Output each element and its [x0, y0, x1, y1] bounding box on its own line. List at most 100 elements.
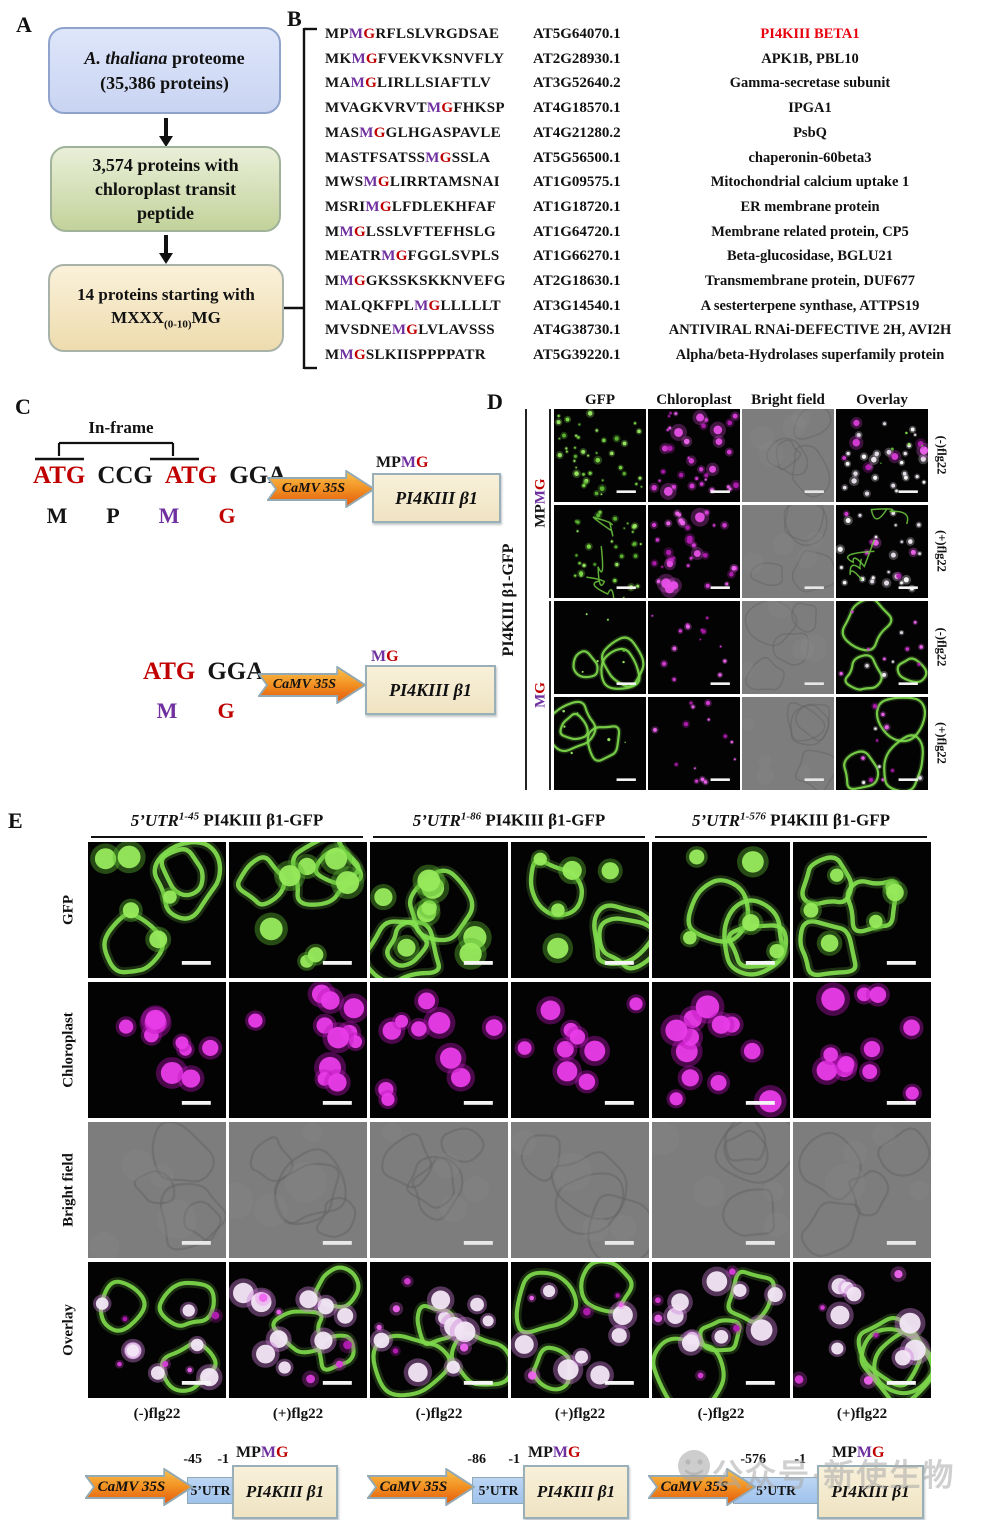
- gene-box-pi4kiii: PI4KIII β1: [372, 473, 501, 523]
- micrograph-e-r1-c4-gfp_net_blobs: [511, 842, 649, 978]
- codon: ATG: [164, 462, 218, 489]
- utr-box: 5’UTR: [187, 1477, 234, 1504]
- gene-id: AT1G64720.1: [533, 223, 621, 240]
- protein-name: A sesterterpene synthase, ATTPS19: [700, 297, 920, 314]
- protein-list: MPMGRFLSLVRGDSAE AT5G64070.1 PI4KIII BETA1…: [325, 0, 980, 400]
- row-label-brightfield: Bright field: [60, 1153, 77, 1227]
- micrograph-d-r3-c3-bright: [742, 601, 834, 694]
- protein-sequence: MMGSLKIISPPPPATR: [325, 347, 486, 364]
- construct-side-label: PI4KIII β1-GFP: [500, 543, 517, 657]
- micrograph-d-r4-c1-gfp_net: [554, 697, 646, 790]
- inframe-label: In-frame: [88, 418, 154, 437]
- group-bracket-mpmg: [549, 409, 551, 598]
- protein-name: chaperonin-60beta3: [748, 149, 872, 166]
- protein-name: Mitochondrial calcium uptake 1: [710, 174, 910, 191]
- seq-part: M: [371, 648, 387, 665]
- col-header-chloroplast: Chloroplast: [656, 392, 732, 408]
- promoter-arrow-shape: [267, 470, 375, 508]
- camv35s-arrow: CaMV 35S: [258, 666, 366, 704]
- promoter-label: CaMV 35S: [97, 1478, 166, 1495]
- micrograph-d-r4-c2-chl_sparse: [648, 697, 740, 790]
- protein-row: MASMGGLHGASPAVLE AT4G21280.2 PsbQ: [325, 125, 980, 147]
- protein-sequence: MEATRMGFGGLSVPLS: [325, 248, 500, 265]
- seq-part: M: [400, 454, 416, 471]
- panel-c-label: C: [15, 394, 31, 419]
- protein-row: MEATRMGFGGLSVPLS AT1G66270.1 Beta-glucosid…: [325, 248, 980, 270]
- mpmg-tag: MPMG: [236, 1444, 288, 1462]
- protein-sequence: MMGLSSLVFTEFHSLG: [325, 223, 496, 240]
- group-label-mg: MG: [533, 682, 550, 708]
- protein-sequence: MWSMGLIRRTAMSNAI: [325, 174, 500, 191]
- gene-id: AT5G64070.1: [533, 26, 621, 42]
- gene-id: AT1G18720.1: [533, 198, 621, 215]
- flg22-row-label: (-)flg22: [934, 627, 949, 667]
- flg22-col-label: (-)flg22: [415, 1406, 463, 1422]
- protein-row: MMGLSSLVFTEFHSLG AT1G64720.1 Membrane rela…: [325, 224, 980, 246]
- seq-part: MP: [376, 454, 401, 471]
- protein-name: IPGA1: [788, 100, 832, 117]
- seq-part: G: [532, 682, 549, 694]
- micrograph-e-r4-c6-ovl_blobs: [793, 1262, 931, 1398]
- protein-row: MASTFSATSSMGSSLA AT5G56500.1 chaperonin-60…: [325, 150, 980, 172]
- protein-name: APK1B, PBL10: [761, 50, 859, 67]
- micrograph-d-r1-c3-bright: [742, 409, 834, 502]
- protein-row: MAMGLIRLLSIAFTLV AT3G52640.2 Gamma-secreta…: [325, 75, 980, 97]
- codon: ATG: [33, 462, 86, 489]
- row-label-gfp: GFP: [60, 895, 77, 925]
- micrograph-e-r1-c2-gfp_net_blobs: [229, 842, 367, 978]
- seq-part: G: [415, 454, 429, 471]
- gene-id: AT1G66270.1: [533, 248, 621, 265]
- protein-sequence: MASMGGLHGASPAVLE: [325, 124, 501, 141]
- side-bracket: [525, 409, 527, 790]
- micrograph-d-r2-c1-gfp_dots_net: [554, 505, 646, 598]
- utr-start-coord: -86: [467, 1452, 486, 1467]
- utr-end-coord: -1: [217, 1452, 229, 1467]
- amino-acid: M: [156, 698, 178, 723]
- amino-acid: G: [218, 503, 236, 528]
- seq-part: G: [567, 1444, 581, 1461]
- protein-row: MMGGKSSKSKKNVEFG AT2G18630.1 Transmembrane…: [325, 273, 980, 295]
- codons-construct1: ATG CCG ATG GGA: [33, 462, 298, 490]
- panel-e-label: E: [8, 808, 23, 833]
- group-label-mpmg: MPMG: [533, 478, 550, 527]
- seq-part: M: [532, 693, 549, 708]
- construct-header-utr45: 5’UTR1-45 PI4KIII β1-GFP: [130, 810, 324, 830]
- seq-part: M: [856, 1444, 872, 1461]
- gene-id: AT3G52640.2: [533, 75, 621, 92]
- micrograph-e-r3-c5-bright: [652, 1122, 790, 1258]
- promoter-arrow-shape: [85, 1468, 193, 1506]
- protein-row: MALQKFPLMGLLLLLT AT3G14540.1 A sesterterpe…: [325, 298, 980, 320]
- camv35s-arrow: CaMV 35S: [85, 1468, 193, 1506]
- micrograph-e-r4-c5-ovl_blobs: [652, 1262, 790, 1398]
- micrograph-e-r2-c6-chl_blobs: [793, 982, 931, 1118]
- codon: GGA: [207, 658, 265, 685]
- micrograph-e-r3-c6-bright: [793, 1122, 931, 1258]
- mg-tag: MG: [371, 648, 399, 666]
- flow-box-proteome: A. thaliana proteome (35,386 proteins): [48, 27, 281, 114]
- micrograph-e-r3-c3-bright: [370, 1122, 508, 1258]
- gene-id: AT2G28930.1: [533, 50, 621, 67]
- mpmg-tag: MPMG: [832, 1444, 884, 1462]
- protein-row: MVAGKVRVTMGFHKSP AT4G18570.1 IPGA1: [325, 100, 980, 122]
- micrograph-e-r3-c1-bright: [88, 1122, 226, 1258]
- protein-row: MWSMGLIRRTAMSNAI AT1G09575.1 Mitochondrial…: [325, 174, 980, 196]
- flg22-col-label: (-)flg22: [697, 1406, 745, 1422]
- seq-part: MP: [832, 1444, 857, 1461]
- protein-row: MKMGFVEKVKSNVFLY AT2G28930.1 APK1B, PBL10: [325, 51, 980, 73]
- micrograph-e-r2-c5-chl_blobs: [652, 982, 790, 1118]
- col-header-overlay: Overlay: [856, 392, 908, 408]
- flg22-row-label: (+)flg22: [934, 722, 949, 764]
- protein-name: PI4KIII BETA1: [760, 26, 860, 42]
- gene-id: AT5G39220.1: [533, 347, 621, 364]
- protein-name: Gamma-secretase subunit: [729, 75, 891, 92]
- protein-name: PsbQ: [793, 124, 827, 141]
- micrograph-d-r1-c1-gfp_dots: [554, 409, 646, 502]
- protein-name: ER membrane protein: [740, 198, 880, 215]
- protein-name: Transmembrane protein, DUF677: [704, 273, 916, 289]
- protein-row: MSRIMGLFDLEKHFAF AT1G18720.1 ER membrane p…: [325, 199, 980, 221]
- flow-box-14-proteins: 14 proteins starting with MXXX(0-10)MG: [48, 264, 284, 352]
- codon: CCG: [97, 462, 153, 489]
- gene-id: AT4G18570.1: [533, 100, 621, 117]
- protein-sequence: MASTFSATSSMGSSLA: [325, 149, 491, 166]
- micrograph-d-r4-c4-ovl_net: [836, 697, 928, 790]
